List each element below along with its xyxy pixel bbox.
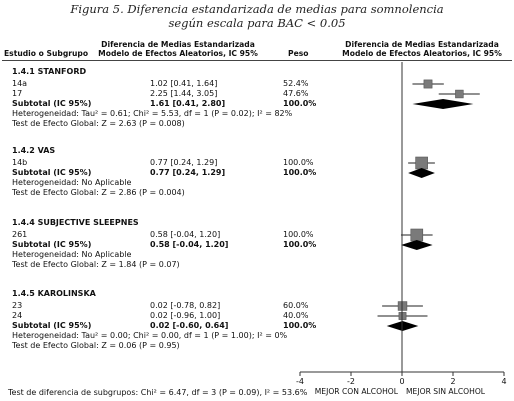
- subtotal-ci: 0.58 [-0.04, 1.20]: [150, 240, 229, 249]
- study-square: [455, 89, 464, 99]
- study-ci: 2.25 [1.44, 3.05]: [150, 89, 218, 98]
- study-name: 261: [12, 230, 28, 239]
- header-plot-line2: Modelo de Efectos Aleatorios, IC 95%: [342, 49, 502, 58]
- study-name: 14a: [12, 79, 28, 88]
- heterogeneity-text: Heterogeneidad: Tau² = 0.61; Chi² = 5.53…: [12, 109, 293, 118]
- subtotal-ci: 0.77 [0.24, 1.29]: [150, 168, 226, 177]
- header-smd-line2: Modelo de Efectos Aleatorios, IC 95%: [98, 49, 258, 58]
- x-label-left: MEJOR CON ALCOHOL: [315, 387, 399, 396]
- subgroup-title: 1.4.5 KAROLINSKA: [12, 289, 96, 298]
- effect-test-text: Test de Efecto Global: Z = 2.86 (P = 0.0…: [12, 188, 185, 197]
- subgroup-title: 1.4.2 VAS: [12, 146, 56, 155]
- subtotal-weight: 100.0%: [283, 168, 317, 177]
- header-smd-line1: Diferencia de Medias Estandarizada: [101, 40, 255, 49]
- x-tick-label: -4: [296, 377, 304, 386]
- figure-caption-line2: según escala para BAC < 0.05: [168, 16, 346, 30]
- subtotal-label: Subtotal (IC 95%): [12, 240, 92, 249]
- study-weight: 47.6%: [283, 89, 309, 98]
- subtotal-label: Subtotal (IC 95%): [12, 99, 92, 108]
- study-ci: 0.02 [-0.78, 0.82]: [150, 301, 221, 310]
- x-tick-label: 4: [501, 377, 506, 386]
- subtotal-ci: 0.02 [-0.60, 0.64]: [150, 321, 229, 330]
- study-weight: 40.0%: [283, 311, 309, 320]
- x-tick-label: 0: [399, 377, 404, 386]
- heterogeneity-text: Heterogeneidad: Tau² = 0.00; Chi² = 0.00…: [12, 331, 288, 340]
- effect-test-text: Test de Efecto Global: Z = 0.06 (P = 0.9…: [12, 341, 180, 350]
- effect-test-text: Test de Efecto Global: Z = 2.63 (P = 0.0…: [12, 119, 185, 128]
- subtotal-label: Subtotal (IC 95%): [12, 321, 92, 330]
- study-weight: 100.0%: [283, 158, 314, 167]
- subgroup-title: 1.4.4 SUBJECTIVE SLEEPNES: [12, 218, 139, 227]
- study-ci: 0.02 [-0.96, 1.00]: [150, 311, 221, 320]
- study-name: 17: [12, 89, 23, 98]
- study-weight: 60.0%: [283, 301, 309, 310]
- subtotal-label: Subtotal (IC 95%): [12, 168, 92, 177]
- subtotal-weight: 100.0%: [283, 321, 317, 330]
- header-plot-line1: Diferencia de Medias Estandarizada: [345, 40, 499, 49]
- heterogeneity-text: Heterogeneidad: No Aplicable: [12, 250, 132, 259]
- subgroup-title: 1.4.1 STANFORD: [12, 67, 87, 76]
- heterogeneity-text: Heterogeneidad: No Aplicable: [12, 178, 132, 187]
- subtotal-diamond: [386, 321, 419, 331]
- study-ci: 0.58 [-0.04, 1.20]: [150, 230, 221, 239]
- study-weight: 100.0%: [283, 230, 314, 239]
- x-tick-label: -2: [347, 377, 355, 386]
- subtotal-diamond: [408, 168, 435, 178]
- header-weight: Peso: [288, 49, 309, 58]
- study-ci: 1.02 [0.41, 1.64]: [150, 79, 218, 88]
- subtotal-weight: 100.0%: [283, 99, 317, 108]
- subtotal-diamond: [412, 99, 474, 109]
- study-name: 23: [12, 301, 23, 310]
- subtotal-diamond: [400, 240, 433, 250]
- study-square: [410, 228, 424, 242]
- study-name: 24: [12, 311, 23, 320]
- figure-caption-line1: Figura 5. Diferencia estandarizada de me…: [70, 2, 444, 16]
- study-name: 14b: [12, 158, 28, 167]
- header-study: Estudio o Subgrupo: [4, 49, 89, 58]
- subtotal-ci: 1.61 [0.41, 2.80]: [150, 99, 226, 108]
- study-weight: 52.4%: [283, 79, 309, 88]
- x-tick-label: 2: [450, 377, 455, 386]
- effect-test-text: Test de Efecto Global: Z = 1.84 (P = 0.0…: [12, 260, 180, 269]
- x-label-right: MEJOR SIN ALCOHOL: [406, 387, 486, 396]
- subgroup-test-text: Test de diferencia de subgrupos: Chi² = …: [8, 388, 308, 397]
- study-square: [398, 312, 407, 320]
- header-rule: [2, 60, 512, 61]
- study-square: [423, 79, 433, 89]
- study-ci: 0.77 [0.24, 1.29]: [150, 158, 218, 167]
- study-square: [397, 301, 408, 311]
- study-square: [415, 156, 428, 170]
- subtotal-weight: 100.0%: [283, 240, 317, 249]
